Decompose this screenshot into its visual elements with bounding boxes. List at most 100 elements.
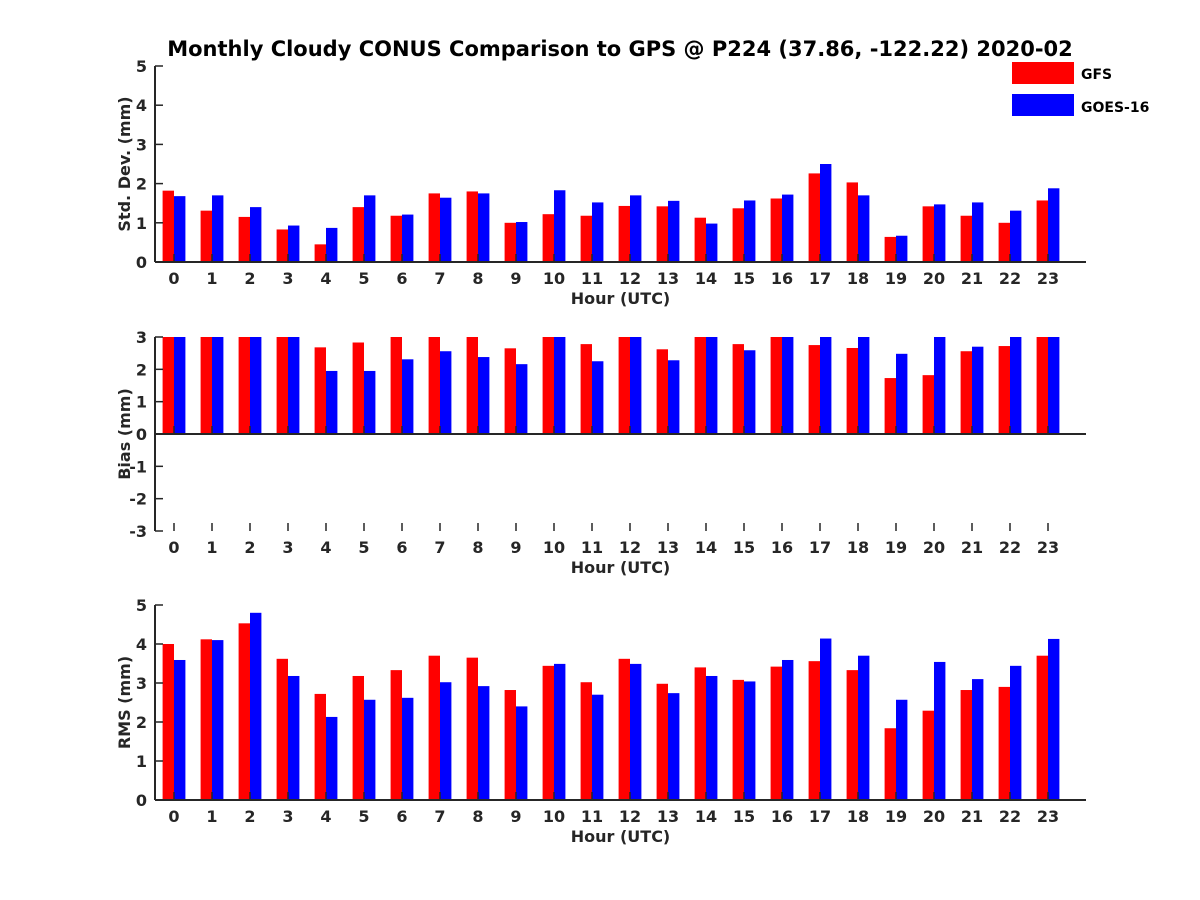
legend-label-gfs: GFS: [1081, 67, 1112, 83]
bar-bias-goes-16-h9: [516, 364, 528, 434]
bar-rms-goes-16-h23: [1048, 638, 1060, 800]
bar-rms-gfs-h4: [314, 693, 326, 800]
y-tick-label-std-dev-2: 2: [136, 175, 147, 194]
x-tick-label-std-dev-10: 10: [543, 269, 565, 288]
bar-bias-gfs-h1: [200, 337, 212, 434]
bar-bias-goes-16-h16: [782, 337, 794, 434]
x-tick-label-bias-20: 20: [923, 538, 945, 557]
x-tick-label-std-dev-9: 9: [510, 269, 521, 288]
bar-rms-goes-16-h8: [478, 686, 490, 800]
bar-std-dev-gfs-h5: [352, 207, 364, 262]
bar-std-dev-goes-16-h0: [174, 196, 186, 262]
bar-std-dev-gfs-h1: [200, 210, 212, 262]
bar-std-dev-gfs-h3: [276, 229, 288, 262]
x-tick-label-rms-14: 14: [695, 807, 717, 826]
x-tick-label-std-dev-23: 23: [1037, 269, 1059, 288]
x-tick-label-std-dev-22: 22: [999, 269, 1021, 288]
bar-rms-gfs-h3: [276, 658, 288, 800]
bar-rms-gfs-h6: [390, 670, 402, 800]
bar-bias-goes-16-h2: [250, 337, 262, 434]
bar-bias-gfs-h13: [656, 349, 668, 434]
bar-bias-goes-16-h7: [440, 351, 452, 434]
bar-bias-goes-16-h0: [174, 337, 186, 434]
x-tick-label-bias-18: 18: [847, 538, 869, 557]
bar-rms-goes-16-h19: [896, 699, 908, 800]
bar-rms-gfs-h7: [428, 655, 440, 800]
x-tick-label-bias-4: 4: [320, 538, 331, 557]
y-tick-label-bias--2: -2: [129, 490, 147, 509]
x-tick-label-bias-15: 15: [733, 538, 755, 557]
legend-label-goes16: GOES-16: [1081, 100, 1149, 116]
x-tick-label-rms-7: 7: [434, 807, 445, 826]
bar-bias-goes-16-h11: [592, 361, 604, 434]
bar-bias-gfs-h22: [998, 346, 1010, 434]
bar-std-dev-gfs-h18: [846, 182, 858, 262]
bar-rms-goes-16-h20: [934, 661, 946, 800]
x-tick-label-std-dev-12: 12: [619, 269, 641, 288]
x-tick-label-std-dev-1: 1: [206, 269, 217, 288]
x-tick-label-bias-11: 11: [581, 538, 603, 557]
bar-rms-goes-16-h3: [288, 675, 300, 800]
bar-std-dev-gfs-h6: [390, 215, 402, 262]
bar-bias-goes-16-h18: [858, 337, 870, 434]
bar-std-dev-gfs-h14: [694, 217, 706, 262]
bar-bias-goes-16-h14: [706, 337, 718, 434]
bar-std-dev-goes-16-h2: [250, 207, 262, 262]
x-tick-label-std-dev-15: 15: [733, 269, 755, 288]
bar-rms-goes-16-h12: [630, 663, 642, 800]
bar-bias-gfs-h17: [808, 345, 820, 434]
bar-rms-goes-16-h5: [364, 699, 376, 800]
bar-bias-gfs-h3: [276, 337, 288, 434]
bar-std-dev-gfs-h4: [314, 244, 326, 262]
bar-std-dev-goes-16-h10: [554, 190, 566, 262]
bar-bias-gfs-h6: [390, 337, 402, 434]
x-axis-label-rms: Hour (UTC): [571, 827, 671, 846]
x-tick-label-rms-8: 8: [472, 807, 483, 826]
bar-std-dev-gfs-h19: [884, 236, 896, 262]
bar-bias-goes-16-h17: [820, 337, 832, 434]
x-tick-label-std-dev-5: 5: [358, 269, 369, 288]
x-tick-label-bias-2: 2: [244, 538, 255, 557]
bar-bias-goes-16-h20: [934, 337, 946, 434]
bar-std-dev-goes-16-h8: [478, 193, 490, 262]
y-tick-label-bias-1: 1: [136, 393, 147, 412]
bar-std-dev-goes-16-h3: [288, 225, 300, 262]
x-tick-label-bias-21: 21: [961, 538, 983, 557]
bar-bias-goes-16-h15: [744, 350, 756, 434]
bar-std-dev-gfs-h20: [922, 206, 934, 262]
y-tick-label-std-dev-4: 4: [136, 96, 147, 115]
bar-rms-gfs-h23: [1036, 655, 1048, 800]
bar-std-dev-goes-16-h22: [1010, 210, 1022, 262]
bar-rms-gfs-h10: [542, 665, 554, 800]
x-tick-label-bias-12: 12: [619, 538, 641, 557]
bar-std-dev-gfs-h10: [542, 214, 554, 262]
x-tick-label-rms-18: 18: [847, 807, 869, 826]
bar-std-dev-goes-16-h20: [934, 204, 946, 262]
bar-std-dev-gfs-h16: [770, 198, 782, 262]
x-tick-label-std-dev-11: 11: [581, 269, 603, 288]
x-tick-label-bias-19: 19: [885, 538, 907, 557]
bar-bias-goes-16-h12: [630, 337, 642, 434]
bar-std-dev-goes-16-h11: [592, 202, 604, 262]
y-tick-label-bias-2: 2: [136, 360, 147, 379]
bar-bias-goes-16-h10: [554, 337, 566, 434]
bar-bias-gfs-h9: [504, 348, 516, 434]
x-tick-label-rms-2: 2: [244, 807, 255, 826]
bar-std-dev-goes-16-h23: [1048, 188, 1060, 262]
bar-bias-gfs-h5: [352, 342, 364, 434]
bar-bias-goes-16-h22: [1010, 337, 1022, 434]
legend-swatch-gfs: [1012, 62, 1074, 84]
bar-std-dev-gfs-h8: [466, 191, 478, 262]
bar-std-dev-goes-16-h5: [364, 195, 376, 262]
x-tick-label-rms-15: 15: [733, 807, 755, 826]
bar-std-dev-gfs-h2: [238, 216, 250, 262]
y-tick-label-bias--1: -1: [129, 457, 147, 476]
bar-std-dev-goes-16-h9: [516, 222, 528, 262]
x-tick-label-rms-5: 5: [358, 807, 369, 826]
x-tick-label-std-dev-3: 3: [282, 269, 293, 288]
bar-rms-gfs-h22: [998, 686, 1010, 800]
bar-bias-gfs-h4: [314, 347, 326, 434]
